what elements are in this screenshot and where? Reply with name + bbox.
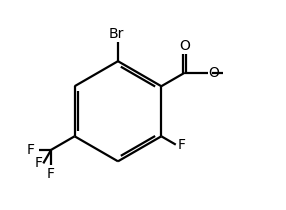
Text: Br: Br — [108, 27, 124, 41]
Text: F: F — [177, 138, 185, 152]
Text: F: F — [26, 143, 34, 157]
Text: O: O — [208, 66, 219, 80]
Text: F: F — [47, 167, 55, 181]
Text: F: F — [34, 156, 42, 170]
Text: O: O — [179, 39, 190, 53]
